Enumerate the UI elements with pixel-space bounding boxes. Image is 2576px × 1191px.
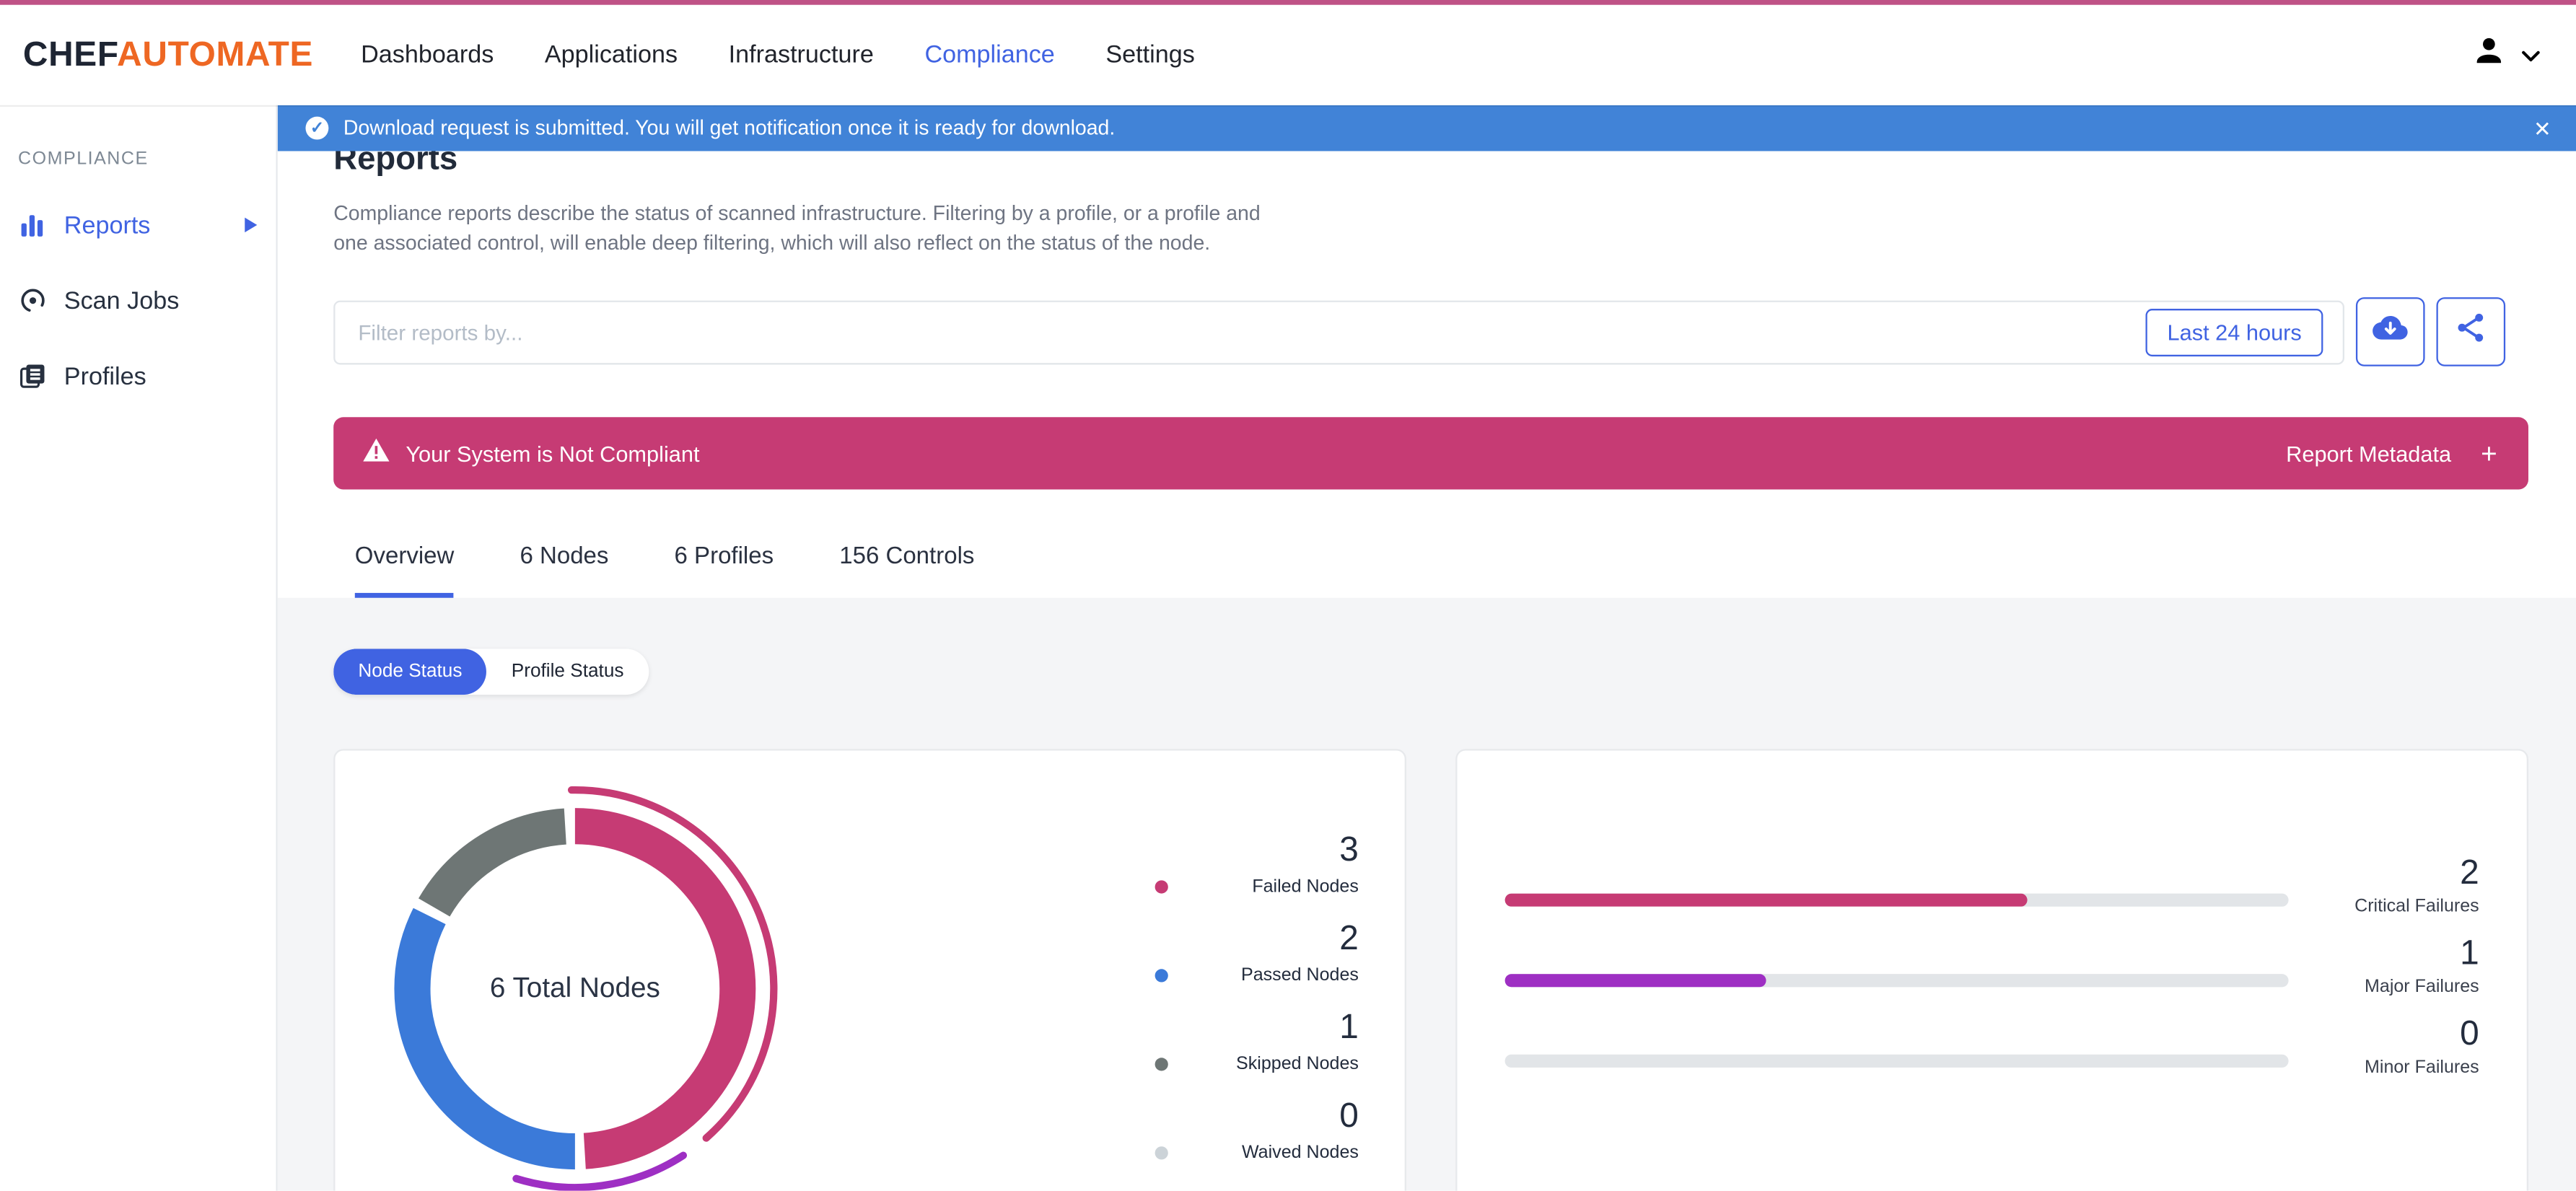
skipped-label: Skipped Nodes (1236, 1055, 1359, 1075)
page-description-line2: one associated control, will enable deep… (333, 232, 1211, 255)
status-toggle: Node Status Profile Status (333, 649, 649, 695)
report-metadata-toggle[interactable]: Report Metadata (2286, 441, 2452, 467)
sidebar-section-label: COMPLIANCE (18, 149, 149, 170)
report-tabs: Overview 6 Nodes 6 Profiles 156 Controls (333, 544, 2528, 599)
top-accent-line (0, 0, 2576, 5)
donut-segment-failed[interactable] (394, 808, 756, 1170)
sidebar-item-scan-jobs[interactable]: Scan Jobs (0, 281, 276, 320)
waived-dot-icon (1155, 1146, 1168, 1160)
major-failures-bar (1504, 974, 2289, 988)
time-range-button[interactable]: Last 24 hours (2145, 308, 2323, 356)
download-report-button[interactable] (2355, 297, 2425, 367)
toggle-node-status[interactable]: Node Status (333, 649, 487, 695)
nav-dashboards[interactable]: Dashboards (361, 40, 494, 69)
critical-failures-row[interactable]: 2 Critical Failures (1504, 854, 2479, 918)
profiles-icon (18, 363, 46, 389)
waived-label: Waived Nodes (1241, 1143, 1359, 1164)
critical-failures-fill (1504, 894, 2028, 907)
skipped-dot-icon (1155, 1058, 1168, 1072)
nav-compliance[interactable]: Compliance (924, 40, 1055, 69)
primary-nav: Dashboards Applications Infrastructure C… (361, 41, 1245, 69)
check-circle-icon: ✓ (305, 116, 329, 140)
cloud-download-icon (2373, 315, 2409, 350)
passed-dot-icon (1155, 969, 1168, 983)
filter-input[interactable]: Filter reports by... Last 24 hours (333, 300, 2344, 364)
filter-toolbar: Filter reports by... Last 24 hours (333, 297, 2506, 367)
chef-automate-logo[interactable]: CHEFAUTOMATE (23, 35, 313, 75)
expand-arrow-icon[interactable] (243, 211, 258, 239)
main-content: ✓ Download request is submitted. You wil… (277, 105, 2576, 1191)
status-message: Your System is Not Compliant (406, 441, 700, 467)
share-report-button[interactable] (2436, 297, 2506, 367)
nav-settings[interactable]: Settings (1105, 40, 1195, 69)
critical-failures-bar (1504, 894, 2289, 907)
overview-section: Node Status Profile Status (277, 598, 2576, 1191)
bar-chart-icon (18, 213, 46, 237)
toggle-profile-status[interactable]: Profile Status (511, 662, 624, 682)
nav-infrastructure[interactable]: Infrastructure (728, 40, 874, 69)
sidebar-item-label: Reports (63, 211, 151, 239)
compliance-status-banner: Your System is Not Compliant Report Meta… (333, 417, 2528, 491)
page-description: Compliance reports describe the status o… (333, 198, 2528, 258)
critical-failures-accent-arc (372, 786, 778, 1191)
major-failures-fill (1504, 974, 1766, 988)
download-notification-banner: ✓ Download request is submitted. You wil… (277, 105, 2576, 151)
sidebar-item-reports[interactable]: Reports (0, 206, 276, 245)
major-failures-accent-arc (372, 786, 778, 1191)
nav-applications[interactable]: Applications (544, 40, 678, 69)
tab-overview[interactable]: Overview (354, 544, 455, 599)
share-icon (2456, 312, 2486, 352)
logo-automate: AUTOMATE (117, 35, 314, 74)
close-icon[interactable]: ✕ (2533, 115, 2551, 141)
node-status-legend: 3 Failed Nodes 2 Passed Nodes 1 Skipped … (1155, 751, 1359, 1191)
tab-profiles[interactable]: 6 Profiles (674, 544, 774, 571)
legend-item-failed[interactable]: 3 Failed Nodes (1155, 833, 1359, 897)
passed-label: Passed Nodes (1241, 966, 1359, 986)
legend-item-skipped[interactable]: 1 Skipped Nodes (1155, 1011, 1359, 1075)
failed-count: 3 (1339, 831, 1359, 869)
donut-center-label: 6 Total Nodes (489, 972, 660, 1004)
failed-dot-icon (1155, 880, 1168, 895)
plus-icon[interactable]: + (2481, 438, 2497, 470)
major-failures-label: Major Failures (2365, 977, 2479, 998)
scanner-icon (18, 287, 46, 313)
node-status-donut-chart[interactable]: 6 Total Nodes (337, 751, 813, 1191)
page-description-line1: Compliance reports describe the status o… (333, 202, 1261, 225)
sidebar: COMPLIANCE Reports Scan Jobs (0, 105, 278, 1191)
sidebar-item-label: Profiles (63, 362, 146, 390)
failure-severity-card: 2 Critical Failures 1 Major Failures (1455, 749, 2528, 1191)
failed-label: Failed Nodes (1252, 877, 1359, 897)
user-menu[interactable] (2471, 33, 2540, 77)
tab-controls[interactable]: 156 Controls (839, 544, 975, 571)
skipped-count: 1 (1339, 1008, 1359, 1047)
notification-message: Download request is submitted. You will … (343, 116, 1116, 140)
minor-failures-row[interactable]: 0 Minor Failures (1504, 1015, 2479, 1078)
legend-item-waived[interactable]: 0 Waived Nodes (1155, 1099, 1359, 1164)
warning-icon (363, 438, 390, 469)
sidebar-item-label: Scan Jobs (63, 286, 180, 315)
major-failures-row[interactable]: 1 Major Failures (1504, 935, 2479, 998)
waived-count: 0 (1339, 1097, 1359, 1135)
minor-failures-label: Minor Failures (2365, 1058, 2479, 1078)
user-icon (2471, 33, 2507, 77)
major-failures-count: 1 (2460, 935, 2479, 973)
top-nav-bar: CHEFAUTOMATE Dashboards Applications Inf… (0, 4, 2576, 105)
sidebar-item-profiles[interactable]: Profiles (0, 356, 276, 396)
tab-nodes[interactable]: 6 Nodes (520, 544, 609, 571)
filter-placeholder: Filter reports by... (358, 320, 523, 345)
node-status-card: 6 Total Nodes 3 Failed Nodes 2 Passed No… (333, 749, 1406, 1191)
critical-failures-label: Critical Failures (2354, 897, 2479, 918)
logo-chef: CHEF (22, 35, 118, 74)
donut-svg (372, 786, 778, 1191)
passed-count: 2 (1339, 920, 1359, 958)
legend-item-passed[interactable]: 2 Passed Nodes (1155, 922, 1359, 986)
chevron-down-icon (2522, 40, 2540, 70)
critical-failures-count: 2 (2460, 854, 2479, 892)
minor-failures-count: 0 (2460, 1015, 2479, 1053)
minor-failures-bar (1504, 1055, 2289, 1068)
